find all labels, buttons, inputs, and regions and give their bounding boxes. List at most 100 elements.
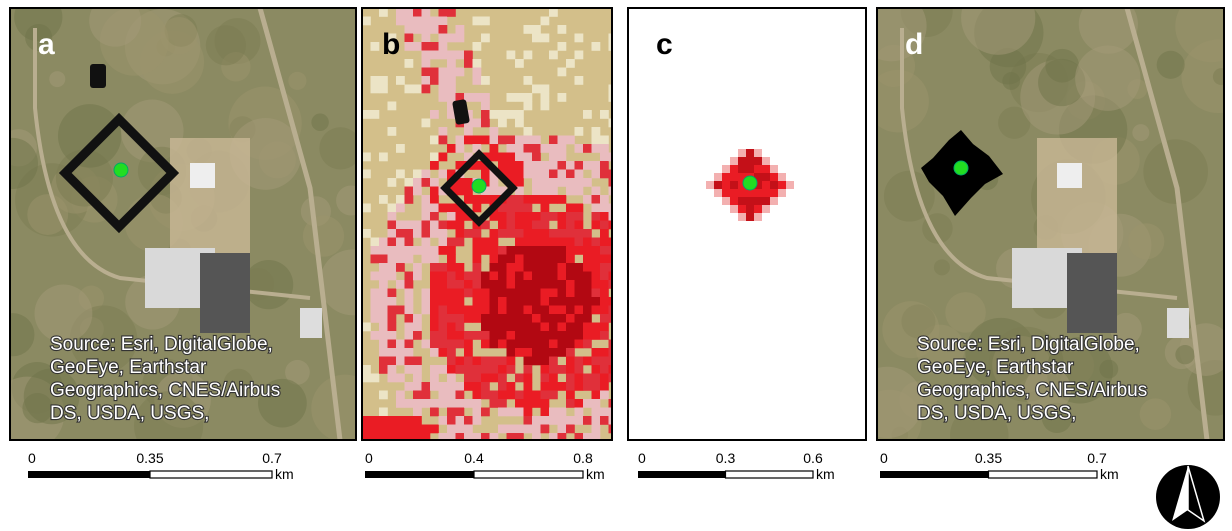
pixel xyxy=(447,289,456,298)
pixel xyxy=(515,306,524,315)
pixel xyxy=(532,391,541,400)
pixel xyxy=(422,212,431,221)
pixel xyxy=(592,280,601,289)
pixel xyxy=(473,246,482,255)
pixel xyxy=(524,221,533,230)
pixel xyxy=(388,357,397,366)
scale-label: 0.4 xyxy=(464,450,484,466)
pixel xyxy=(405,229,414,238)
pixel xyxy=(738,149,746,157)
pixel xyxy=(524,272,533,281)
pixel xyxy=(447,382,456,391)
pixel xyxy=(490,314,499,323)
pixel xyxy=(422,391,431,400)
pixel xyxy=(388,374,397,383)
pixel xyxy=(430,195,439,204)
pixel xyxy=(473,68,482,77)
pixel xyxy=(430,212,439,221)
pixel xyxy=(549,272,558,281)
pixel xyxy=(447,340,456,349)
pixel xyxy=(388,263,397,272)
pixel xyxy=(456,323,465,332)
pixel xyxy=(481,365,490,374)
pixel xyxy=(575,272,584,281)
pixel xyxy=(405,416,414,425)
pixel xyxy=(541,34,550,43)
pixel xyxy=(778,189,786,197)
pixel xyxy=(600,280,609,289)
pixel xyxy=(371,297,380,306)
pixel xyxy=(490,280,499,289)
pixel xyxy=(473,314,482,323)
pixel xyxy=(439,289,448,298)
pixel xyxy=(583,340,592,349)
pixel xyxy=(362,425,371,434)
pixel xyxy=(379,348,388,357)
pixel xyxy=(600,161,609,170)
pixel xyxy=(473,263,482,272)
pixel xyxy=(541,280,550,289)
pixel xyxy=(405,306,414,315)
source-credit: Source: Esri, DigitalGlobe, xyxy=(917,334,1140,355)
pixel xyxy=(566,382,575,391)
pixel xyxy=(532,85,541,94)
pixel xyxy=(498,246,507,255)
pixel xyxy=(592,399,601,408)
pixel xyxy=(541,408,550,417)
pixel xyxy=(447,204,456,213)
pixel xyxy=(481,119,490,128)
scale-bar xyxy=(28,471,150,478)
pixel xyxy=(515,297,524,306)
pixel xyxy=(566,178,575,187)
pixel xyxy=(396,399,405,408)
pixel xyxy=(600,348,609,357)
pixel xyxy=(507,357,516,366)
pixel xyxy=(507,255,516,264)
pixel xyxy=(405,348,414,357)
pixel xyxy=(575,357,584,366)
pixel xyxy=(575,374,584,383)
pixel xyxy=(592,187,601,196)
pixel xyxy=(362,170,371,179)
pixel xyxy=(430,42,439,51)
pixel xyxy=(600,144,609,153)
pixel xyxy=(558,178,567,187)
pixel xyxy=(549,357,558,366)
pixel xyxy=(549,348,558,357)
pixel xyxy=(439,391,448,400)
pixel xyxy=(439,85,448,94)
pixel xyxy=(515,340,524,349)
pixel xyxy=(566,323,575,332)
pixel xyxy=(430,187,439,196)
pixel xyxy=(490,272,499,281)
pixel xyxy=(396,170,405,179)
pixel xyxy=(524,195,533,204)
pixel xyxy=(507,93,516,102)
pixel xyxy=(439,93,448,102)
pixel xyxy=(396,8,405,17)
pixel xyxy=(388,323,397,332)
pixel xyxy=(447,212,456,221)
pixel xyxy=(413,314,422,323)
pixel xyxy=(730,197,738,205)
pixel xyxy=(549,178,558,187)
pixel xyxy=(575,178,584,187)
pixel xyxy=(762,205,770,213)
pixel xyxy=(600,221,609,230)
pixel xyxy=(507,246,516,255)
pixel xyxy=(524,331,533,340)
pixel xyxy=(558,170,567,179)
pixel xyxy=(706,181,714,189)
pixel xyxy=(558,306,567,315)
pixel xyxy=(532,289,541,298)
pixel xyxy=(430,110,439,119)
pixel xyxy=(396,340,405,349)
building xyxy=(1057,163,1082,188)
pixel xyxy=(575,323,584,332)
pixel xyxy=(413,323,422,332)
pixel xyxy=(422,76,431,85)
pixel xyxy=(439,221,448,230)
pixel xyxy=(430,306,439,315)
pixel xyxy=(592,255,601,264)
pixel xyxy=(549,323,558,332)
